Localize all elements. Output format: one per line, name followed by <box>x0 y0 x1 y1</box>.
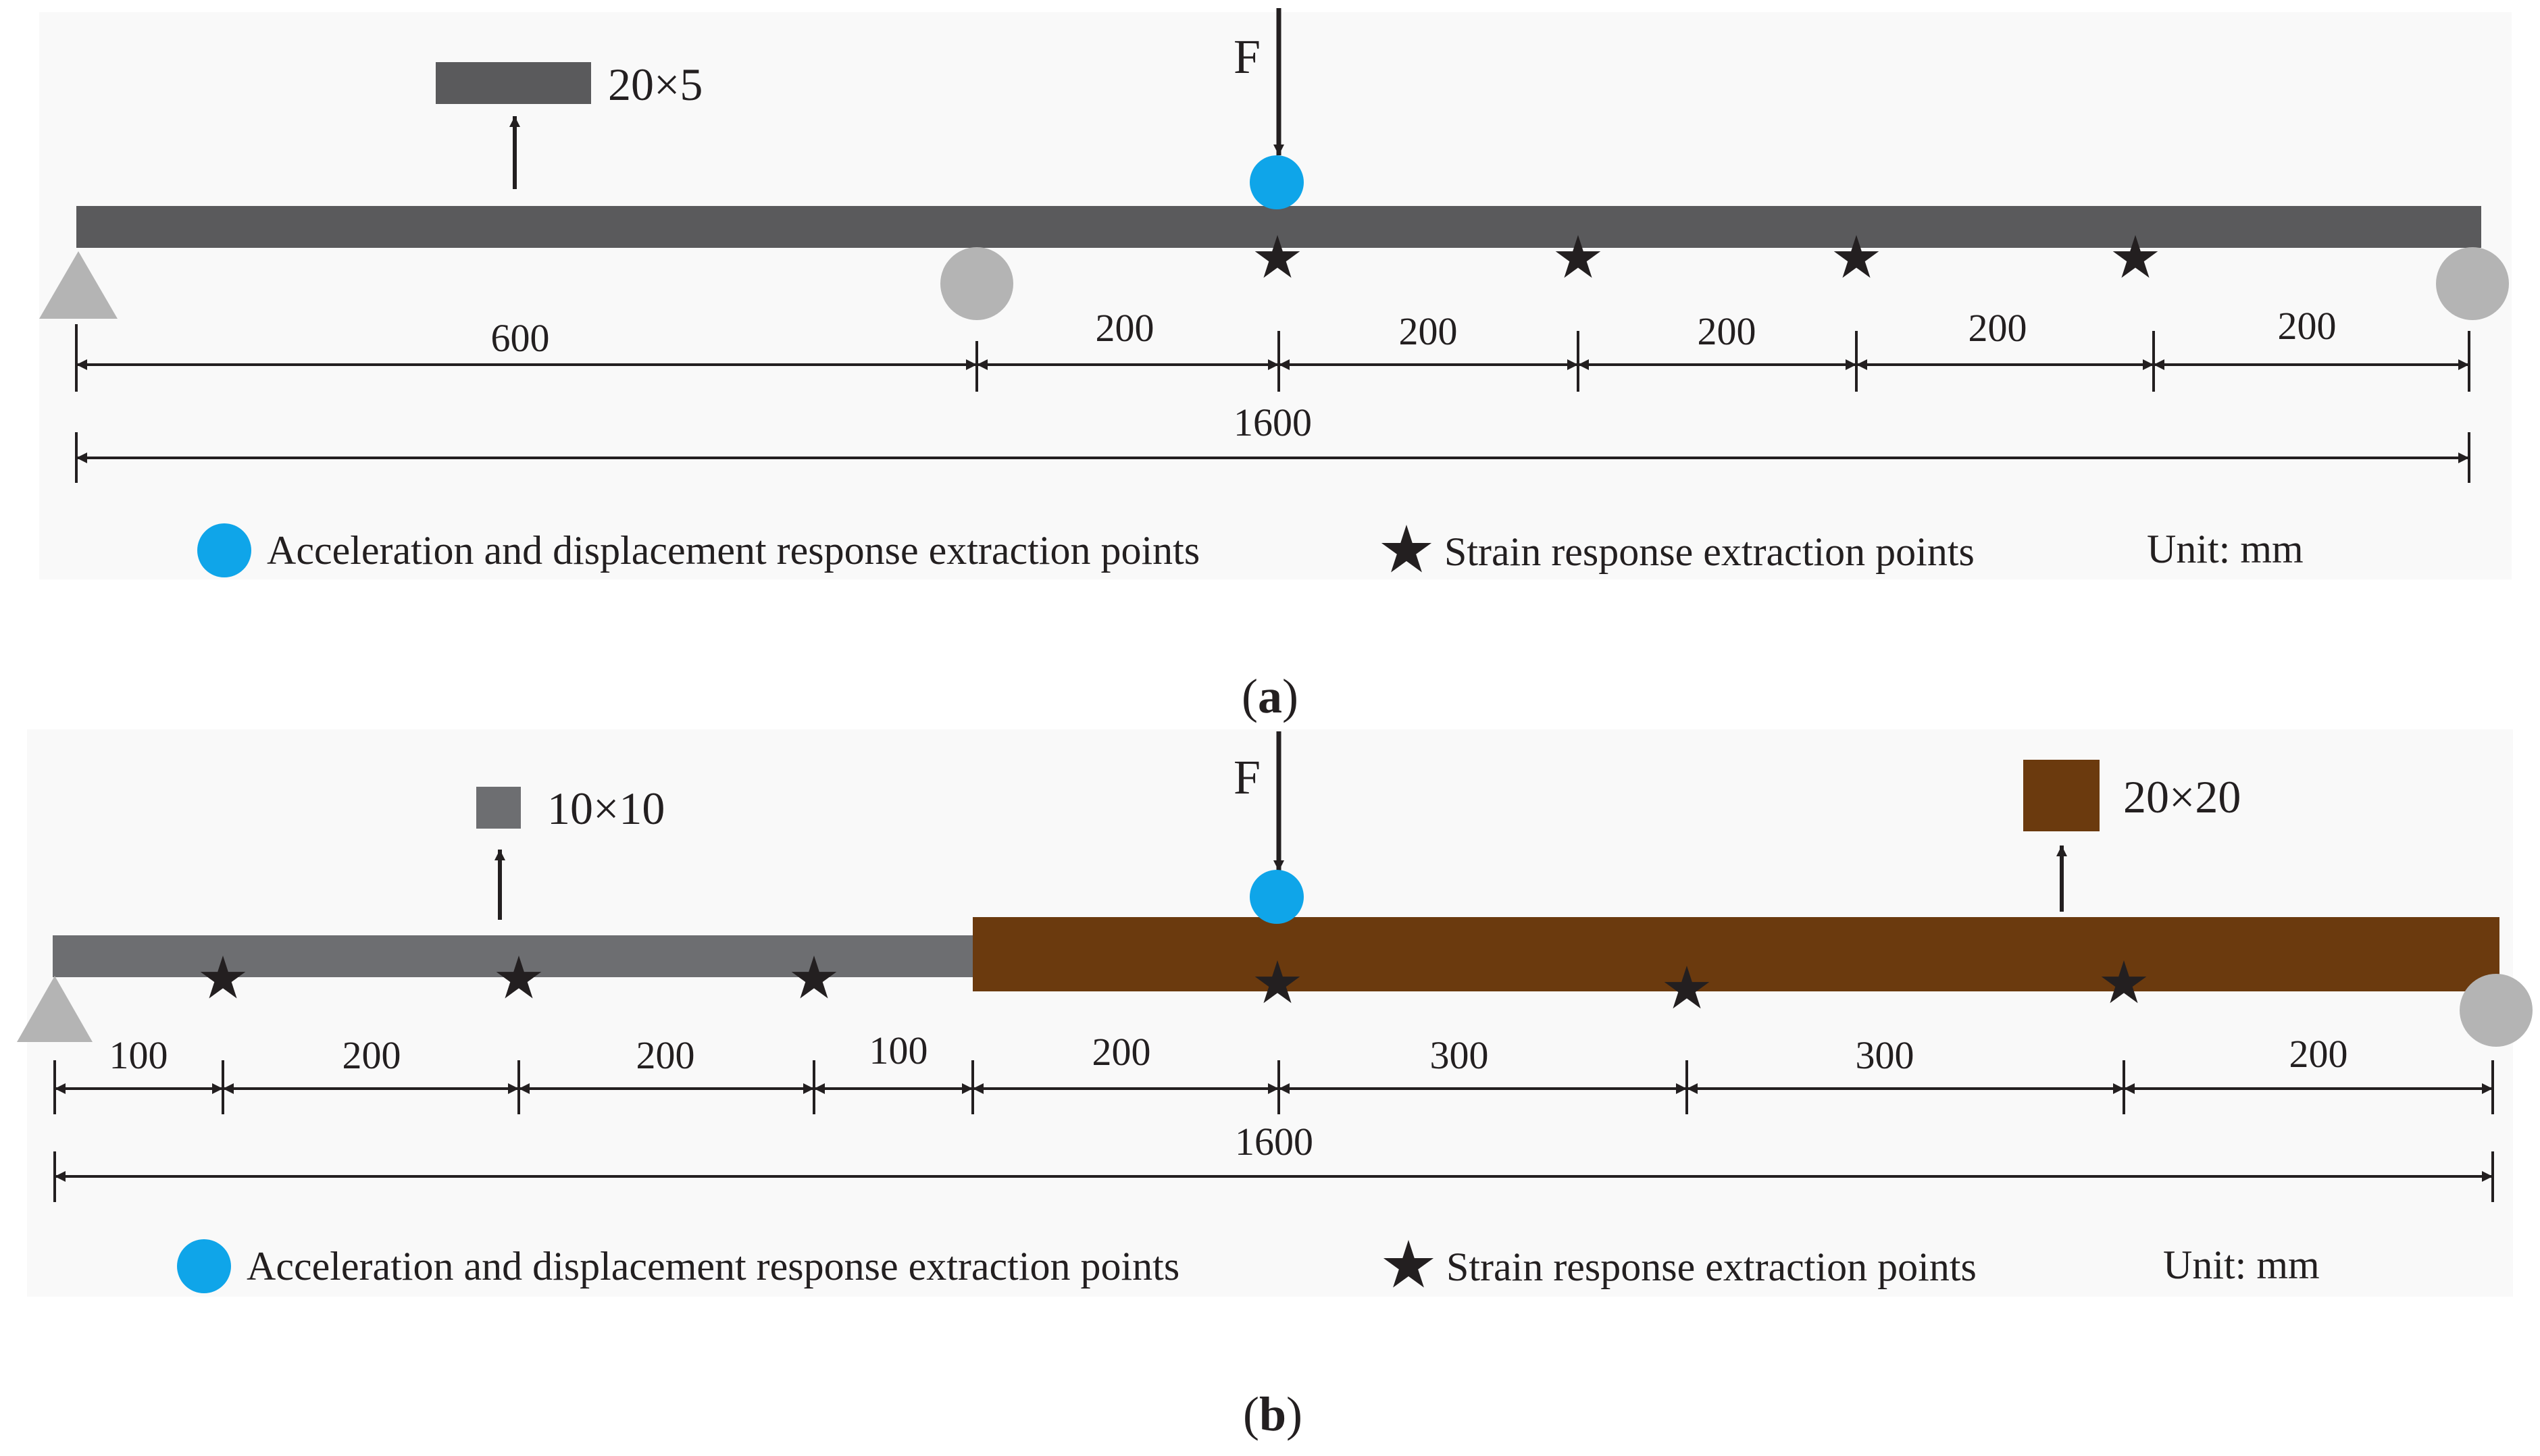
dim-b-7: 300 <box>1856 1033 1914 1077</box>
caption-a: (a) <box>1242 669 1298 723</box>
roller-support-right-a <box>2436 247 2509 320</box>
load-mass-10x10 <box>476 787 521 829</box>
dim-b-1: 100 <box>109 1033 168 1077</box>
dim-b-8: 200 <box>2289 1032 2348 1076</box>
legend-unit-b: Unit: mm <box>2163 1243 2320 1287</box>
dim-a-5: 200 <box>1968 306 2027 350</box>
accel-point-a <box>1250 155 1304 209</box>
panel-a: 20×5 F <box>39 8 2512 723</box>
dim-b-4: 100 <box>869 1029 928 1072</box>
load-label-b-small: 10×10 <box>547 783 665 834</box>
legend-strain-a: Strain response extraction points <box>1444 529 1975 574</box>
caption-b: (b) <box>1243 1387 1302 1441</box>
dimension-lines-b <box>55 1083 2493 1182</box>
load-mass-20x5 <box>436 62 591 104</box>
dim-b-total: 1600 <box>1235 1120 1313 1164</box>
roller-support-right-b <box>2460 974 2533 1047</box>
dim-a-4: 200 <box>1698 309 1756 353</box>
legend-strain-b: Strain response extraction points <box>1446 1245 1977 1289</box>
dim-a-total: 1600 <box>1234 400 1312 444</box>
pin-support-left-a <box>39 251 118 319</box>
dim-a-1: 600 <box>491 316 550 360</box>
load-mass-20x20 <box>2023 760 2100 831</box>
dim-b-2: 200 <box>342 1033 401 1077</box>
beam-b-thin-section <box>53 935 975 977</box>
dim-a-6: 200 <box>2278 304 2337 348</box>
roller-support-mid-a <box>940 247 1013 320</box>
dim-b-6: 300 <box>1430 1033 1489 1077</box>
panel-a-background <box>39 12 2512 579</box>
legend-accel-a: Acceleration and displacement response e… <box>267 528 1200 573</box>
accel-point-b <box>1250 870 1304 924</box>
legend-accel-b: Acceleration and displacement response e… <box>247 1244 1179 1289</box>
legend-accel-marker-a <box>197 523 251 577</box>
dim-b-3: 200 <box>636 1033 695 1077</box>
legend-unit-a: Unit: mm <box>2147 527 2304 571</box>
beam-b-thick-section <box>973 917 2499 991</box>
legend-accel-marker-b <box>177 1239 231 1293</box>
load-label-a: 20×5 <box>608 59 703 110</box>
dim-a-2: 200 <box>1096 306 1154 350</box>
load-label-b-large: 20×20 <box>2123 771 2241 823</box>
force-label-a: F <box>1234 30 1261 84</box>
force-label-b: F <box>1234 750 1261 804</box>
dim-a-3: 200 <box>1399 309 1458 353</box>
dimension-lines-a <box>76 359 2469 463</box>
panel-b: 10×10 20×20 F <box>17 729 2533 1441</box>
pin-support-left-b <box>17 976 93 1042</box>
dim-b-5: 200 <box>1092 1030 1151 1074</box>
